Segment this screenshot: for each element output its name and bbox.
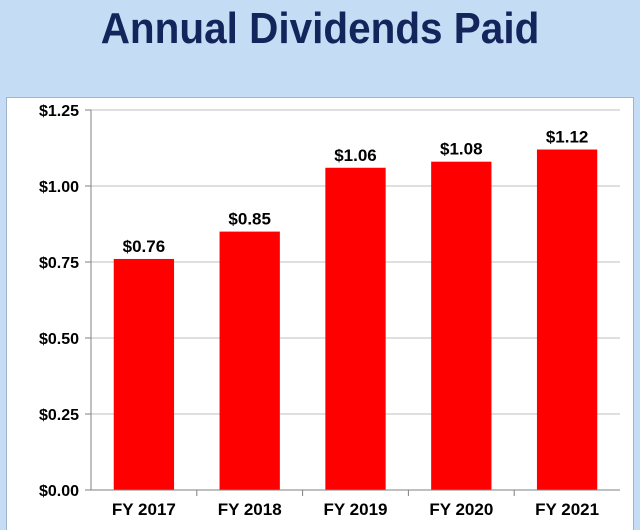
bar xyxy=(325,167,386,490)
x-tick-label: FY 2017 xyxy=(112,500,176,519)
chart-title: Annual Dividends Paid xyxy=(100,4,540,53)
data-label: $0.76 xyxy=(123,237,166,256)
x-tick-label: FY 2018 xyxy=(218,500,282,519)
bar xyxy=(536,149,598,490)
axes xyxy=(85,109,620,496)
data-label: $1.08 xyxy=(440,140,483,159)
bar xyxy=(219,231,280,490)
x-tick-label: FY 2019 xyxy=(324,500,388,519)
bars xyxy=(113,149,598,490)
y-tick-label: $1.25 xyxy=(39,103,79,120)
y-tick-label: $0.50 xyxy=(39,331,79,348)
data-label: $1.12 xyxy=(546,128,589,147)
plot-panel xyxy=(6,97,634,530)
y-tick-label: $0.25 xyxy=(39,407,79,424)
bar xyxy=(431,161,492,490)
x-tick-label: FY 2020 xyxy=(429,500,493,519)
y-tick-label: $0.75 xyxy=(39,255,79,272)
data-label: $0.85 xyxy=(228,210,271,229)
y-tick-label: $1.00 xyxy=(39,179,79,196)
bar xyxy=(113,258,175,490)
y-tick-label: $0.00 xyxy=(39,483,79,500)
data-label: $1.06 xyxy=(334,146,377,165)
labels: $0.00 $0.25 $0.50 $0.75 $1.00 $1.25 $0.76 FY 20… xyxy=(39,103,599,519)
x-tick-label: FY 2021 xyxy=(535,500,599,519)
